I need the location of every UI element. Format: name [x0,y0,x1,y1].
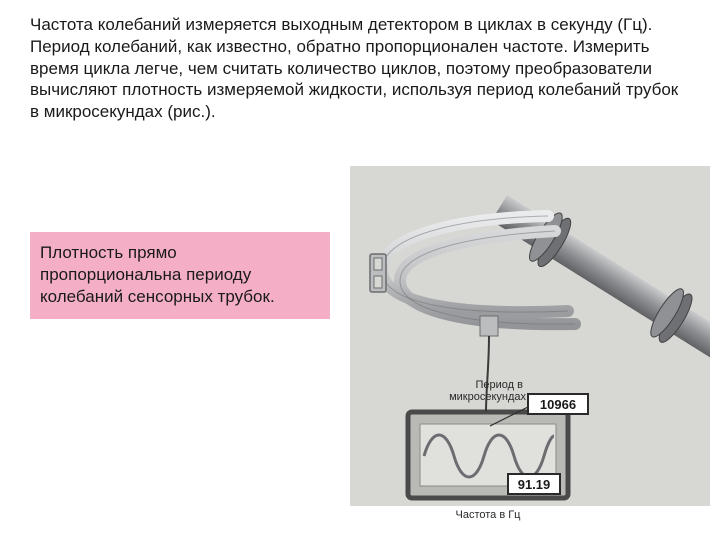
freq-value: 91.19 [518,477,551,492]
figure: 10966 Период в микросекундах 91.19 Часто… [330,166,710,536]
freq-value-block: 91.19 [508,474,560,494]
period-label-l1: Период в [475,379,523,391]
freq-label: Частота в Гц [456,509,522,521]
period-label-l2: микросекундах [449,391,526,403]
detector-icon [480,316,498,336]
callout-box: Плотность прямо пропорциональна периоду … [30,232,330,319]
period-value: 10966 [540,397,576,412]
main-paragraph: Частота колебаний измеряется выходным де… [30,14,690,123]
